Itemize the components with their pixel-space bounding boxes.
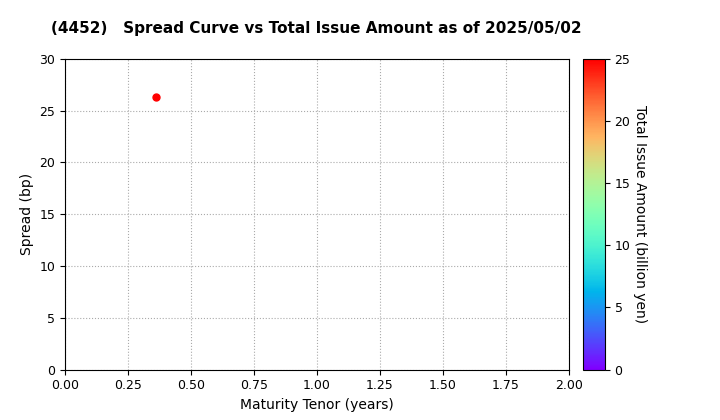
Y-axis label: Spread (bp): Spread (bp)	[19, 173, 34, 255]
Y-axis label: Total Issue Amount (billion yen): Total Issue Amount (billion yen)	[633, 105, 647, 323]
Text: (4452)   Spread Curve vs Total Issue Amount as of 2025/05/02: (4452) Spread Curve vs Total Issue Amoun…	[52, 21, 582, 36]
Point	[150, 94, 161, 100]
X-axis label: Maturity Tenor (years): Maturity Tenor (years)	[240, 398, 394, 412]
